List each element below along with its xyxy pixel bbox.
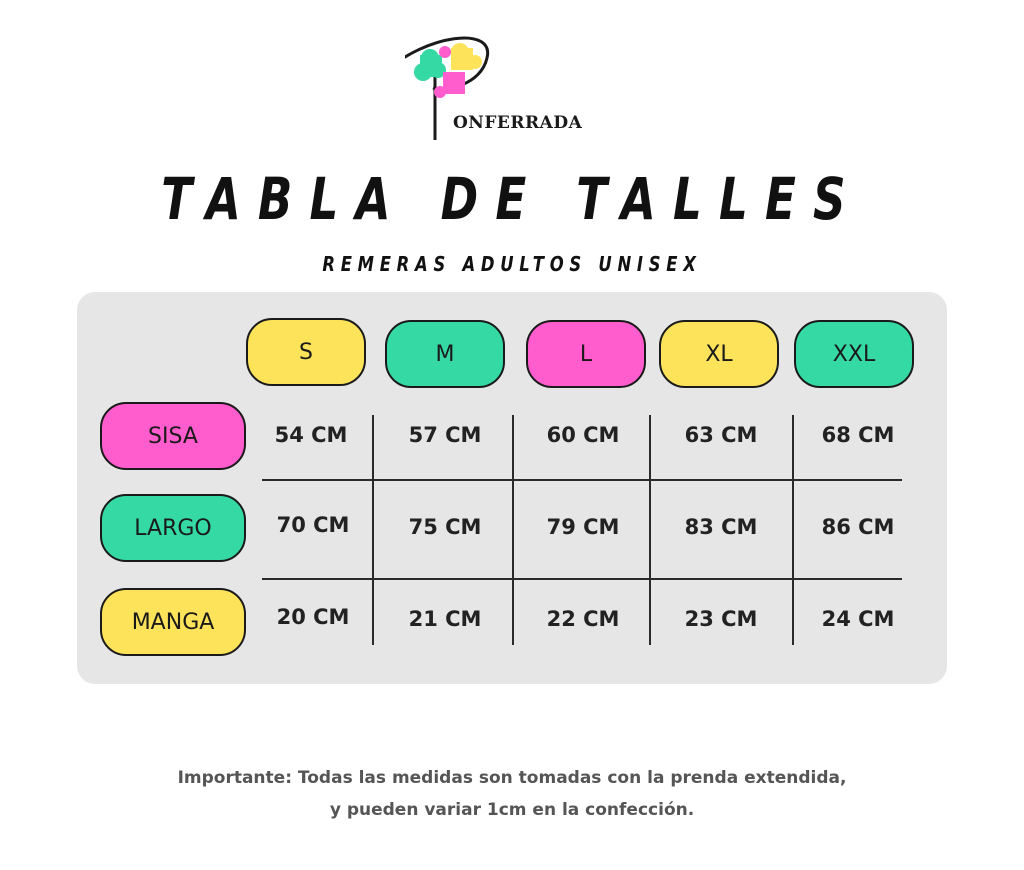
table-cell: 57 CM	[408, 423, 482, 447]
footnote-line-1: Importante: Todas las medidas son tomada…	[177, 768, 847, 788]
table-cell: 70 CM	[276, 513, 350, 537]
table-cell: 79 CM	[546, 515, 620, 539]
page-title: TABLA DE TALLES	[161, 165, 863, 233]
grid-line	[372, 415, 374, 645]
grid-line	[262, 479, 902, 481]
size-header-l: L	[526, 320, 646, 388]
table-cell: 68 CM	[821, 423, 895, 447]
table-cell: 60 CM	[546, 423, 620, 447]
footnote-line-2: y pueden variar 1cm en la confección.	[329, 800, 695, 820]
table-cell: 54 CM	[274, 423, 348, 447]
size-header-xl: XL	[659, 320, 779, 388]
tree-puzzle-logo-icon	[405, 36, 490, 140]
row-label-largo: LARGO	[100, 494, 246, 562]
grid-line	[262, 578, 902, 580]
size-header-xxl: XXL	[794, 320, 914, 388]
size-header-s: S	[246, 318, 366, 386]
table-cell: 21 CM	[408, 607, 482, 631]
row-label-manga: MANGA	[100, 588, 246, 656]
table-cell: 75 CM	[408, 515, 482, 539]
table-cell: 86 CM	[821, 515, 895, 539]
size-header-m: M	[385, 320, 505, 388]
table-cell: 20 CM	[276, 605, 350, 629]
footnote: Importante: Todas las medidas son tomada…	[0, 762, 1024, 826]
grid-line	[792, 415, 794, 645]
grid-line	[649, 415, 651, 645]
brand-logo: ONFERRADA	[405, 30, 615, 145]
table-cell: 83 CM	[684, 515, 758, 539]
table-cell: 24 CM	[821, 607, 895, 631]
brand-name: ONFERRADA	[453, 113, 583, 133]
page-subtitle: REMERAS ADULTOS UNISEX	[322, 252, 702, 276]
table-cell: 23 CM	[684, 607, 758, 631]
row-label-sisa: SISA	[100, 402, 246, 470]
grid-line	[512, 415, 514, 645]
table-cell: 63 CM	[684, 423, 758, 447]
table-cell: 22 CM	[546, 607, 620, 631]
